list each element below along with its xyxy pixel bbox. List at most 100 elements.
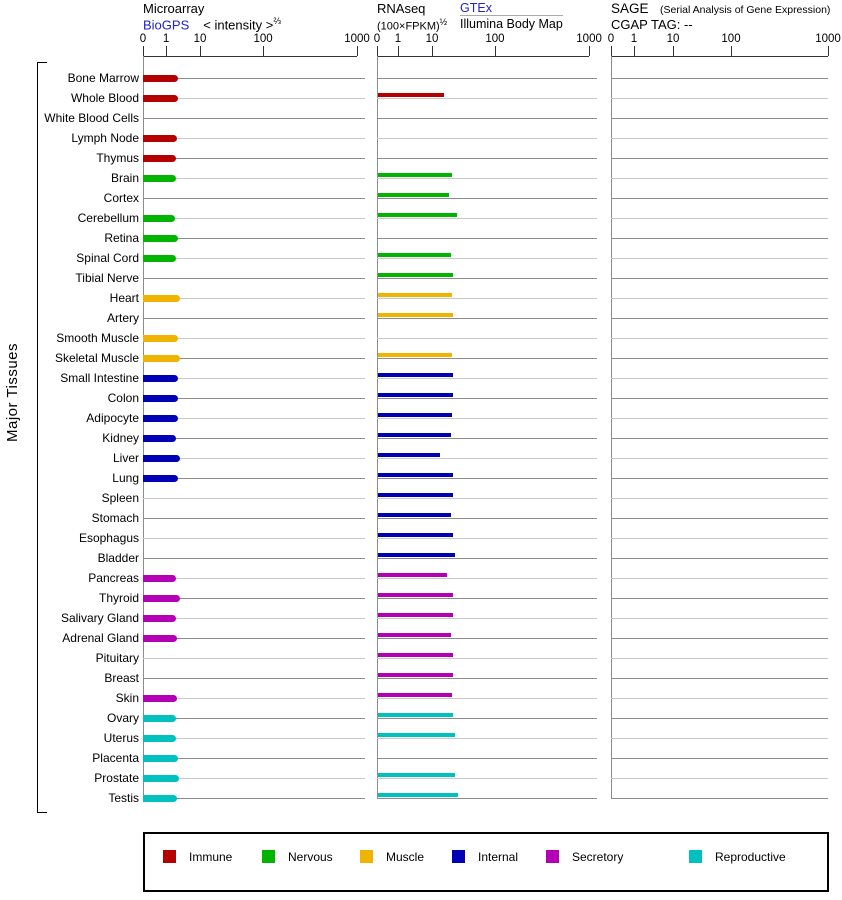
row-gridline <box>377 138 597 139</box>
row-gridline <box>377 538 597 539</box>
cgap-tag-label: CGAP TAG: -- <box>611 17 693 32</box>
microarray-bar-lung <box>143 475 179 482</box>
row-gridline <box>377 518 597 519</box>
row-gridline <box>143 598 365 599</box>
row-gridline <box>377 478 597 479</box>
tissue-label-colon: Colon <box>107 391 139 405</box>
legend-swatch-reproductive <box>689 850 702 863</box>
row-gridline <box>377 418 597 419</box>
tissue-label-prostate: Prostate <box>94 771 139 785</box>
row-gridline <box>377 298 597 299</box>
row-gridline <box>143 478 365 479</box>
row-gridline <box>143 558 365 559</box>
rnaseq-bar-uterus <box>378 733 455 737</box>
row-gridline <box>143 798 365 799</box>
row-gridline <box>143 698 365 699</box>
row-gridline <box>143 718 365 719</box>
row-gridline <box>143 178 365 179</box>
legend-swatch-nervous <box>262 850 275 863</box>
rnaseq-bar-skin <box>378 693 452 697</box>
tissue-label-salivary-gland: Salivary Gland <box>60 611 139 625</box>
illumina-body-map-label: Illumina Body Map <box>460 17 563 31</box>
tissue-label-skeletal-muscle: Skeletal Muscle <box>54 351 139 365</box>
rnaseq-axis-tick <box>397 46 399 56</box>
row-gridline <box>611 658 828 659</box>
tissue-label-stomach: Stomach <box>91 511 139 525</box>
legend-label-secretory: Secretory <box>572 850 624 864</box>
row-gridline <box>611 298 828 299</box>
microarray-bar-whole-blood <box>143 95 179 102</box>
rnaseq-bar-colon <box>378 393 454 397</box>
row-gridline <box>611 698 828 699</box>
microarray-bar-adipocyte <box>143 415 178 422</box>
row-gridline <box>611 458 828 459</box>
row-gridline <box>143 358 365 359</box>
tissue-label-uterus: Uterus <box>103 731 139 745</box>
legend: Immune Nervous Muscle Internal Secretory Repr… <box>143 832 829 892</box>
row-gridline <box>143 138 365 139</box>
rnaseq-bar-liver <box>378 453 441 457</box>
rnaseq-axis-tick-label: 0 <box>373 33 381 45</box>
microarray-bar-smooth-muscle <box>143 335 179 342</box>
rnaseq-axis-tick <box>494 46 496 56</box>
tissue-label-tibial-nerve: Tibial Nerve <box>75 271 139 285</box>
tissue-label-white-blood-cells: White Blood Cells <box>44 111 139 125</box>
rnaseq-axis-tick-label: 100 <box>485 33 505 45</box>
tissue-bracket-top-foot <box>37 62 47 63</box>
row-gridline <box>143 158 365 159</box>
biogps-link[interactable]: BioGPS <box>143 17 190 33</box>
rnaseq-bar-spinal-cord <box>378 253 451 257</box>
intensity-exponent: ⅔ <box>273 16 281 26</box>
row-gridline <box>611 618 828 619</box>
tissue-label-pituitary: Pituitary <box>95 651 139 665</box>
rnaseq-axis-tick <box>589 46 591 56</box>
row-gridline <box>143 758 365 759</box>
row-gridline <box>611 398 828 399</box>
row-gridline <box>611 418 828 419</box>
rnaseq-axis-tick-label: 1 <box>394 33 402 45</box>
microarray-bar-testis <box>143 795 178 802</box>
row-gridline <box>611 758 828 759</box>
microarray-bar-placenta <box>143 755 178 762</box>
microarray-bar-skin <box>143 695 178 702</box>
row-gridline <box>611 278 828 279</box>
rnaseq-bar-thyroid <box>378 593 454 597</box>
row-gridline <box>377 358 597 359</box>
tissue-label-pancreas: Pancreas <box>88 571 139 585</box>
tissue-label-adipocyte: Adipocyte <box>86 411 139 425</box>
microarray-bar-thymus <box>143 155 177 162</box>
row-gridline <box>143 298 365 299</box>
row-gridline <box>611 678 828 679</box>
rnaseq-bar-tibial-nerve <box>378 273 454 277</box>
row-gridline <box>611 638 828 639</box>
row-gridline <box>143 378 365 379</box>
row-gridline <box>143 418 365 419</box>
microarray-bar-thyroid <box>143 595 181 602</box>
tissue-label-whole-blood: Whole Blood <box>70 91 139 105</box>
tissue-label-spinal-cord: Spinal Cord <box>76 251 139 265</box>
sage-axis-tick-label: 0 <box>607 33 615 45</box>
rnaseq-axis-line <box>377 56 590 57</box>
microarray-bar-bone-marrow <box>143 75 178 82</box>
row-gridline <box>377 658 597 659</box>
microarray-bar-spinal-cord <box>143 255 177 262</box>
fpkm-unit-label: (100×FPKM) <box>377 20 440 33</box>
legend-swatch-internal <box>452 850 465 863</box>
gtex-link[interactable]: GTEx <box>460 1 492 15</box>
row-gridline <box>377 118 597 119</box>
row-gridline <box>143 778 365 779</box>
rnaseq-title: RNAseq <box>377 1 426 16</box>
row-gridline <box>377 158 597 159</box>
row-gridline <box>611 518 828 519</box>
tissue-label-testis: Testis <box>108 791 139 805</box>
rnaseq-axis-tick-label: 10 <box>425 33 439 45</box>
row-gridline <box>611 598 828 599</box>
tissue-label-small-intestine: Small Intestine <box>60 371 139 385</box>
row-gridline <box>143 498 365 499</box>
sage-axis-tick-label: 1 <box>630 33 638 45</box>
row-gridline <box>377 438 597 439</box>
row-gridline <box>611 98 828 99</box>
row-gridline <box>377 618 597 619</box>
row-gridline <box>377 78 597 79</box>
row-gridline <box>377 498 597 499</box>
